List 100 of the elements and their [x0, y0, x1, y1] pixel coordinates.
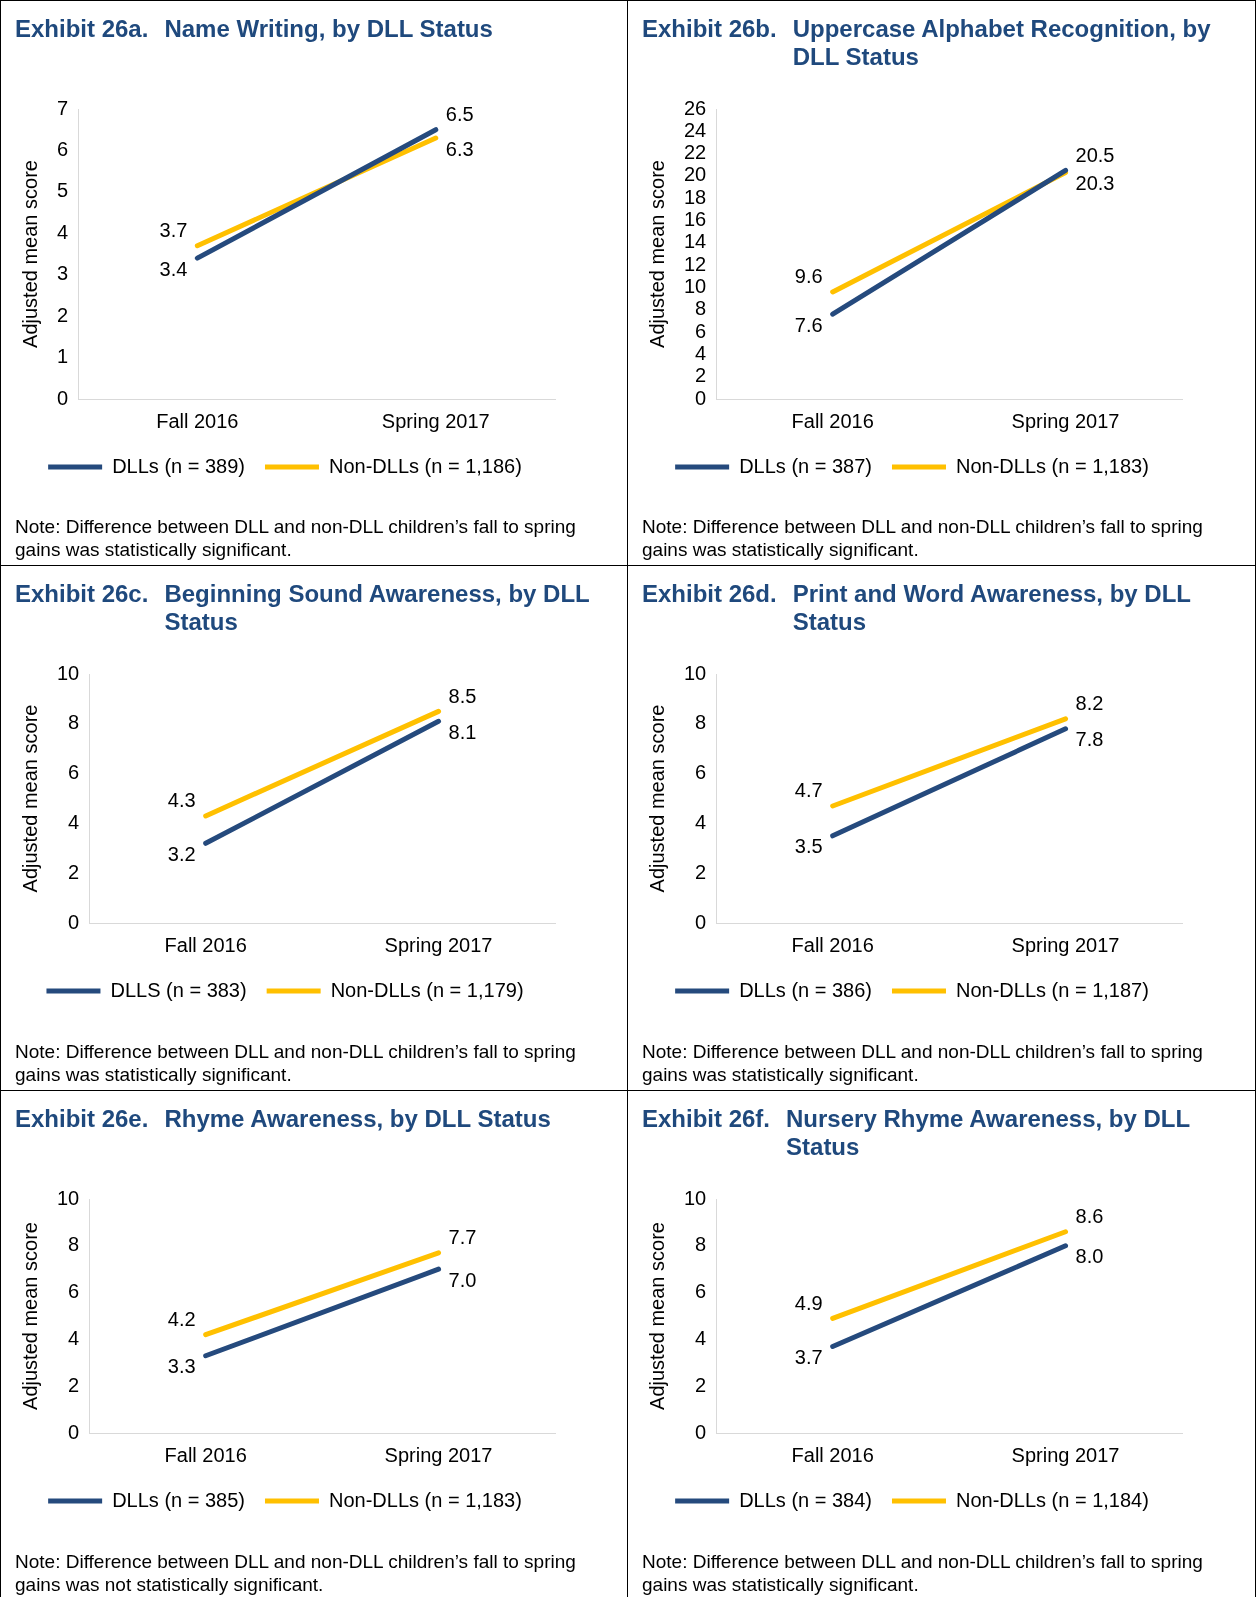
legend-label: DLLs (n = 389)	[112, 454, 245, 477]
text: Note: Difference between DLL and non-DLL children’s fall to spring gains was statistically significant.	[642, 1040, 1204, 1086]
y-tick-label: 24	[684, 118, 707, 141]
x-tick-label: Spring 2017	[384, 933, 493, 956]
x-tick-label: Spring 2017	[384, 1443, 493, 1466]
y-tick-label: 0	[68, 1420, 80, 1443]
y-tick-label: 8	[695, 1233, 707, 1256]
y-tick-label: 4	[695, 810, 707, 833]
y-tick-label: 10	[684, 274, 707, 297]
y-tick-label: 26	[684, 96, 707, 119]
y-tick-label: 1	[57, 345, 69, 368]
y-tick-label: 6	[695, 1280, 707, 1303]
y-tick-label: 12	[684, 252, 707, 275]
y-tick-label: 2	[695, 1373, 707, 1396]
y-axis-title: Adjusted mean score	[645, 1222, 668, 1410]
legend-label: Non-DLLs (n = 1,183)	[328, 1488, 522, 1511]
y-tick-label: 8	[68, 711, 80, 734]
y-tick-label: 10	[57, 1186, 80, 1209]
chart-subtitle: Nursery Rhyme Awareness, by DLL Status	[786, 1105, 1191, 1162]
text: Note: Difference between DLL and non-DLL children’s fall to spring gains was statistically significant.	[15, 1040, 577, 1086]
y-tick-label: 4	[68, 1326, 80, 1349]
data-label: 20.5	[1075, 143, 1115, 166]
y-tick-label: 2	[57, 303, 69, 326]
y-tick-label: 0	[68, 910, 80, 933]
y-axis-title: Adjusted mean score	[18, 704, 41, 893]
data-label: 3.3	[167, 1355, 196, 1378]
legend-label: Non-DLLs (n = 1,186)	[328, 454, 522, 477]
y-tick-label: 0	[57, 386, 69, 409]
chart-subtitle: Name Writing, by DLL Status	[164, 15, 494, 44]
y-tick-label: 0	[695, 910, 707, 933]
text: Note: Difference between DLL and non-DLL children’s fall to spring gains was not statistically significant.	[15, 1550, 577, 1596]
y-tick-label: 10	[684, 661, 707, 684]
y-tick-label: 22	[684, 141, 707, 164]
x-tick-label: Spring 2017	[1011, 1443, 1120, 1466]
chart-title: Exhibit 26f.	[642, 1105, 771, 1134]
y-tick-label: 20	[684, 163, 707, 186]
y-tick-label: 3	[57, 262, 69, 285]
y-tick-label: 6	[68, 761, 80, 784]
legend-label: DLLs (n = 384)	[739, 1488, 872, 1511]
x-tick-label: Fall 2016	[791, 1443, 874, 1466]
data-label: 9.6	[794, 265, 823, 288]
y-tick-label: 4	[68, 810, 80, 833]
y-tick-label: 6	[695, 761, 707, 784]
y-axis-title: Adjusted mean score	[18, 160, 41, 348]
legend-label: Non-DLLs (n = 1,183)	[955, 454, 1149, 477]
legend-label: DLLs (n = 386)	[739, 978, 872, 1001]
chart-subtitle: Beginning Sound Awareness, by DLL Status	[164, 580, 591, 637]
chart-title: Exhibit 26c.	[15, 580, 149, 609]
y-tick-label: 0	[695, 386, 707, 409]
y-tick-label: 2	[695, 860, 707, 883]
y-tick-label: 6	[695, 319, 707, 342]
data-label: 4.7	[794, 779, 823, 802]
chart-title: Exhibit 26b.	[642, 15, 777, 44]
y-tick-label: 4	[57, 220, 69, 243]
data-label: 3.5	[794, 835, 823, 858]
data-label: 8.5	[448, 684, 477, 707]
y-tick-label: 4	[695, 1326, 707, 1349]
y-tick-label: 8	[695, 711, 707, 734]
chart-title: Exhibit 26a.	[15, 15, 149, 44]
legend-label: Non-DLLs (n = 1,187)	[955, 978, 1149, 1001]
y-tick-label: 16	[684, 208, 707, 231]
chart-title: Exhibit 26d.	[642, 580, 777, 609]
legend-label: DLLs (n = 385)	[112, 1488, 245, 1511]
x-tick-label: Spring 2017	[381, 409, 490, 432]
chart-subtitle: Uppercase Alphabet Recognition, by DLL Status	[792, 15, 1212, 72]
x-tick-label: Fall 2016	[791, 933, 874, 956]
data-label: 3.4	[159, 257, 188, 280]
data-label: 4.3	[167, 789, 196, 812]
y-tick-label: 14	[684, 230, 707, 253]
data-label: 7.8	[1075, 728, 1104, 751]
data-label: 20.3	[1075, 172, 1115, 195]
y-tick-label: 6	[68, 1280, 80, 1303]
legend-label: Non-DLLs (n = 1,179)	[330, 978, 524, 1001]
legend-label: DLLS (n = 383)	[110, 978, 247, 1001]
data-label: 8.6	[1075, 1205, 1104, 1228]
y-tick-label: 6	[57, 137, 69, 160]
data-label: 3.2	[167, 842, 196, 865]
text: Note: Difference between DLL and non-DLL children’s fall to spring gains was statistically significant.	[15, 515, 577, 561]
x-tick-label: Fall 2016	[164, 1443, 247, 1466]
data-label: 7.6	[794, 313, 823, 336]
text: Note: Difference between DLL and non-DLL children’s fall to spring gains was statistically significant.	[642, 515, 1204, 561]
text: Note: Difference between DLL and non-DLL children’s fall to spring gains was statistically significant.	[642, 1550, 1204, 1596]
x-tick-label: Fall 2016	[156, 409, 239, 432]
y-tick-label: 8	[68, 1233, 80, 1256]
y-tick-label: 2	[68, 1373, 80, 1396]
y-tick-label: 4	[695, 341, 707, 364]
chart-subtitle: Rhyme Awareness, by DLL Status	[164, 1105, 552, 1134]
data-label: 7.7	[448, 1226, 477, 1249]
legend-label: DLLs (n = 387)	[739, 454, 872, 477]
data-label: 8.0	[1075, 1245, 1104, 1268]
y-tick-label: 7	[57, 96, 69, 119]
y-tick-label: 2	[695, 364, 707, 387]
data-label: 3.7	[794, 1345, 823, 1368]
chart-subtitle: Print and Word Awareness, by DLL Status	[792, 580, 1192, 637]
y-tick-label: 5	[57, 179, 69, 202]
x-tick-label: Spring 2017	[1011, 933, 1120, 956]
chart-title: Exhibit 26e.	[15, 1105, 149, 1134]
data-label: 3.7	[159, 219, 188, 242]
y-tick-label: 8	[695, 297, 707, 320]
data-label: 8.2	[1075, 692, 1104, 715]
